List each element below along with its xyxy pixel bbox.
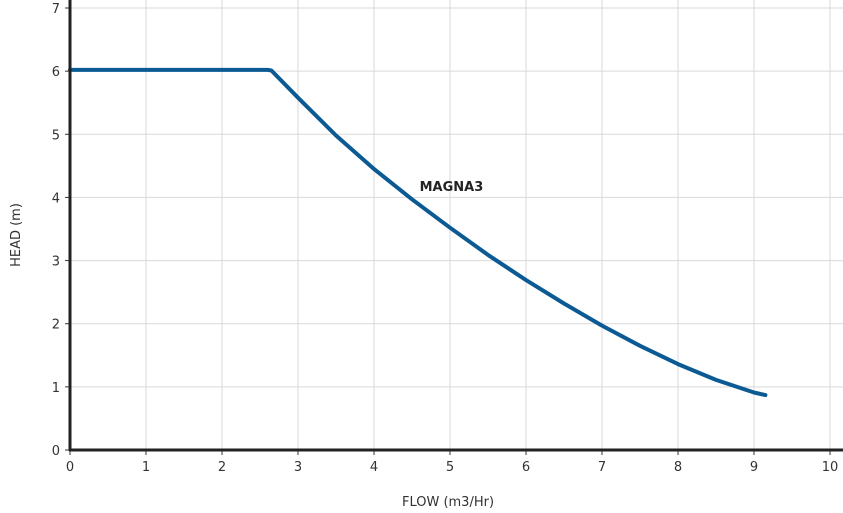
y-tick-label: 5: [52, 128, 60, 143]
x-tick-label: 8: [674, 460, 682, 475]
tick-labels: 0 1 2 3 4 5 6 7 8 9 10 0 1 2 3 4 5 6 7: [52, 2, 839, 475]
x-tick-label: 6: [522, 460, 530, 475]
series-label: MAGNA3: [420, 180, 484, 195]
x-tick-label: 9: [750, 460, 758, 475]
y-axis-title: HEAD (m): [9, 203, 24, 267]
y-tick-label: 6: [52, 65, 60, 80]
x-tick-label: 0: [66, 460, 74, 475]
grid: [70, 0, 843, 450]
y-tick-label: 0: [52, 444, 60, 459]
x-tick-label: 7: [598, 460, 606, 475]
y-tick-label: 3: [52, 255, 60, 270]
y-tick-label: 2: [52, 318, 60, 333]
x-tick-label: 2: [218, 460, 226, 475]
series-line: [68, 67, 768, 398]
x-axis-title: FLOW (m3/Hr): [402, 495, 494, 510]
y-tick-label: 4: [52, 191, 60, 206]
y-tick-label: 1: [52, 381, 60, 396]
axes: [65, 0, 843, 455]
x-tick-label: 10: [822, 460, 839, 475]
x-tick-label: 4: [370, 460, 378, 475]
x-tick-label: 3: [294, 460, 302, 475]
y-tick-label: 7: [52, 2, 60, 17]
x-tick-label: 5: [446, 460, 454, 475]
annotations: MAGNA3: [420, 180, 484, 195]
series-layer: [68, 67, 768, 398]
x-tick-label: 1: [142, 460, 150, 475]
